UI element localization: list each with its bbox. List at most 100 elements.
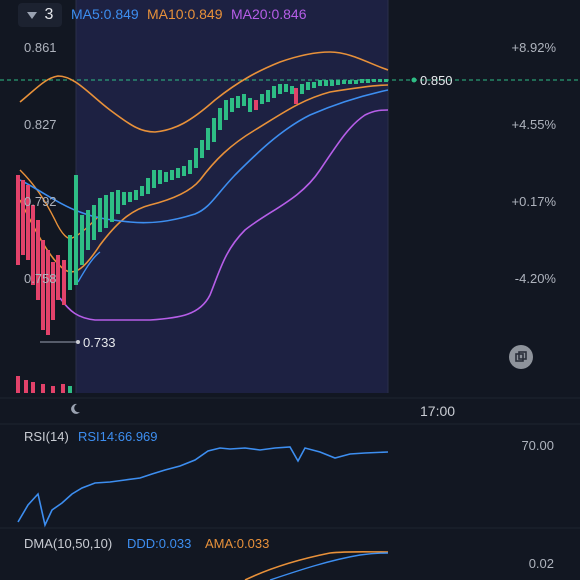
candle <box>360 79 364 83</box>
candle <box>272 86 276 98</box>
moon-icon <box>71 403 80 414</box>
rsi-value: RSI14:66.969 <box>78 429 158 444</box>
candle <box>324 80 328 86</box>
candle <box>36 220 40 300</box>
candle <box>248 98 252 112</box>
candle <box>236 96 240 108</box>
price-level-4: 0.758 <box>24 271 57 286</box>
candle <box>284 84 288 92</box>
candle <box>16 175 20 265</box>
volume-bar <box>61 384 65 393</box>
candle <box>254 100 258 110</box>
ma20-line <box>59 109 389 321</box>
ddd-line <box>244 550 389 580</box>
candle <box>312 82 316 88</box>
candle <box>188 160 192 174</box>
ma10-upper-line <box>19 51 389 133</box>
candle <box>56 255 60 300</box>
ma5-legend: MA5:0.849 <box>71 6 139 22</box>
candle <box>86 210 90 250</box>
candle <box>318 80 322 86</box>
rsi-level-label: 70.00 <box>521 438 554 453</box>
candle <box>330 80 334 86</box>
candle <box>218 108 222 130</box>
candle <box>80 215 84 265</box>
volume-bar <box>24 380 28 393</box>
candle <box>242 94 246 106</box>
volume-bar <box>16 376 20 393</box>
candle <box>294 88 298 104</box>
candle <box>170 170 174 180</box>
dma-title[interactable]: DMA(10,50,10) <box>24 536 113 551</box>
volume-bar <box>51 386 55 393</box>
volume-bar <box>68 386 72 393</box>
candle <box>278 84 282 94</box>
percent-level-1: +8.92% <box>511 40 556 55</box>
candle <box>68 235 72 290</box>
candle <box>212 118 216 142</box>
candle <box>140 186 144 196</box>
ama-line <box>269 552 389 580</box>
current-price-label: 0.850 <box>420 73 453 88</box>
candle <box>122 192 126 205</box>
candle <box>51 262 55 320</box>
candle <box>384 79 388 82</box>
candle <box>306 82 310 90</box>
fullscreen-button[interactable] <box>509 345 533 369</box>
candle <box>128 192 132 202</box>
candle <box>176 168 180 178</box>
ma20-legend: MA20:0.846 <box>231 6 307 22</box>
candle <box>354 80 358 84</box>
candle <box>164 172 168 182</box>
rsi-line <box>17 446 389 528</box>
candle <box>372 79 376 82</box>
interval-value: 3 <box>44 6 54 23</box>
candle <box>194 148 198 168</box>
candle <box>104 195 108 228</box>
candle <box>134 190 138 200</box>
fullscreen-icon <box>515 351 527 362</box>
dma-level-label: 0.02 <box>528 556 554 571</box>
chevron-down-icon <box>26 11 37 19</box>
candle <box>266 90 270 102</box>
candle <box>41 240 45 330</box>
percent-level-3: +0.17% <box>511 194 556 209</box>
candle <box>146 178 150 194</box>
percent-level-4: -4.20% <box>514 271 556 286</box>
ama-value: AMA:0.033 <box>205 536 270 551</box>
candle <box>378 79 382 82</box>
candle <box>366 79 370 83</box>
candle <box>290 86 294 94</box>
chart-header: 3 MA5:0.849 MA10:0.849 MA20:0.846 <box>0 0 580 30</box>
candle <box>74 175 78 285</box>
price-level-2: 0.827 <box>24 117 57 132</box>
candle <box>300 84 304 94</box>
percent-level-2: +4.55% <box>511 117 556 132</box>
rsi-title[interactable]: RSI(14) <box>24 429 69 444</box>
candle <box>110 192 114 222</box>
price-level-1: 0.861 <box>24 40 57 55</box>
candle <box>46 250 50 335</box>
volume-bar <box>41 384 45 393</box>
time-label: 17:00 <box>420 403 456 419</box>
candle <box>206 128 210 150</box>
candle <box>26 185 30 260</box>
volume-bar <box>31 382 35 393</box>
candle <box>62 260 66 305</box>
ddd-value: DDD:0.033 <box>127 536 192 551</box>
candle <box>348 80 352 84</box>
candles-group <box>16 79 388 335</box>
candle <box>158 170 162 184</box>
candle <box>31 205 35 285</box>
ma10-legend: MA10:0.849 <box>147 6 223 22</box>
interval-selector[interactable]: 3 <box>18 3 62 27</box>
low-price-label: 0.733 <box>83 335 116 350</box>
candle <box>116 190 120 214</box>
candle <box>92 205 96 240</box>
candle <box>342 80 346 84</box>
candle <box>260 94 264 104</box>
candle <box>21 180 25 255</box>
candle <box>336 80 340 85</box>
candle <box>200 140 204 158</box>
